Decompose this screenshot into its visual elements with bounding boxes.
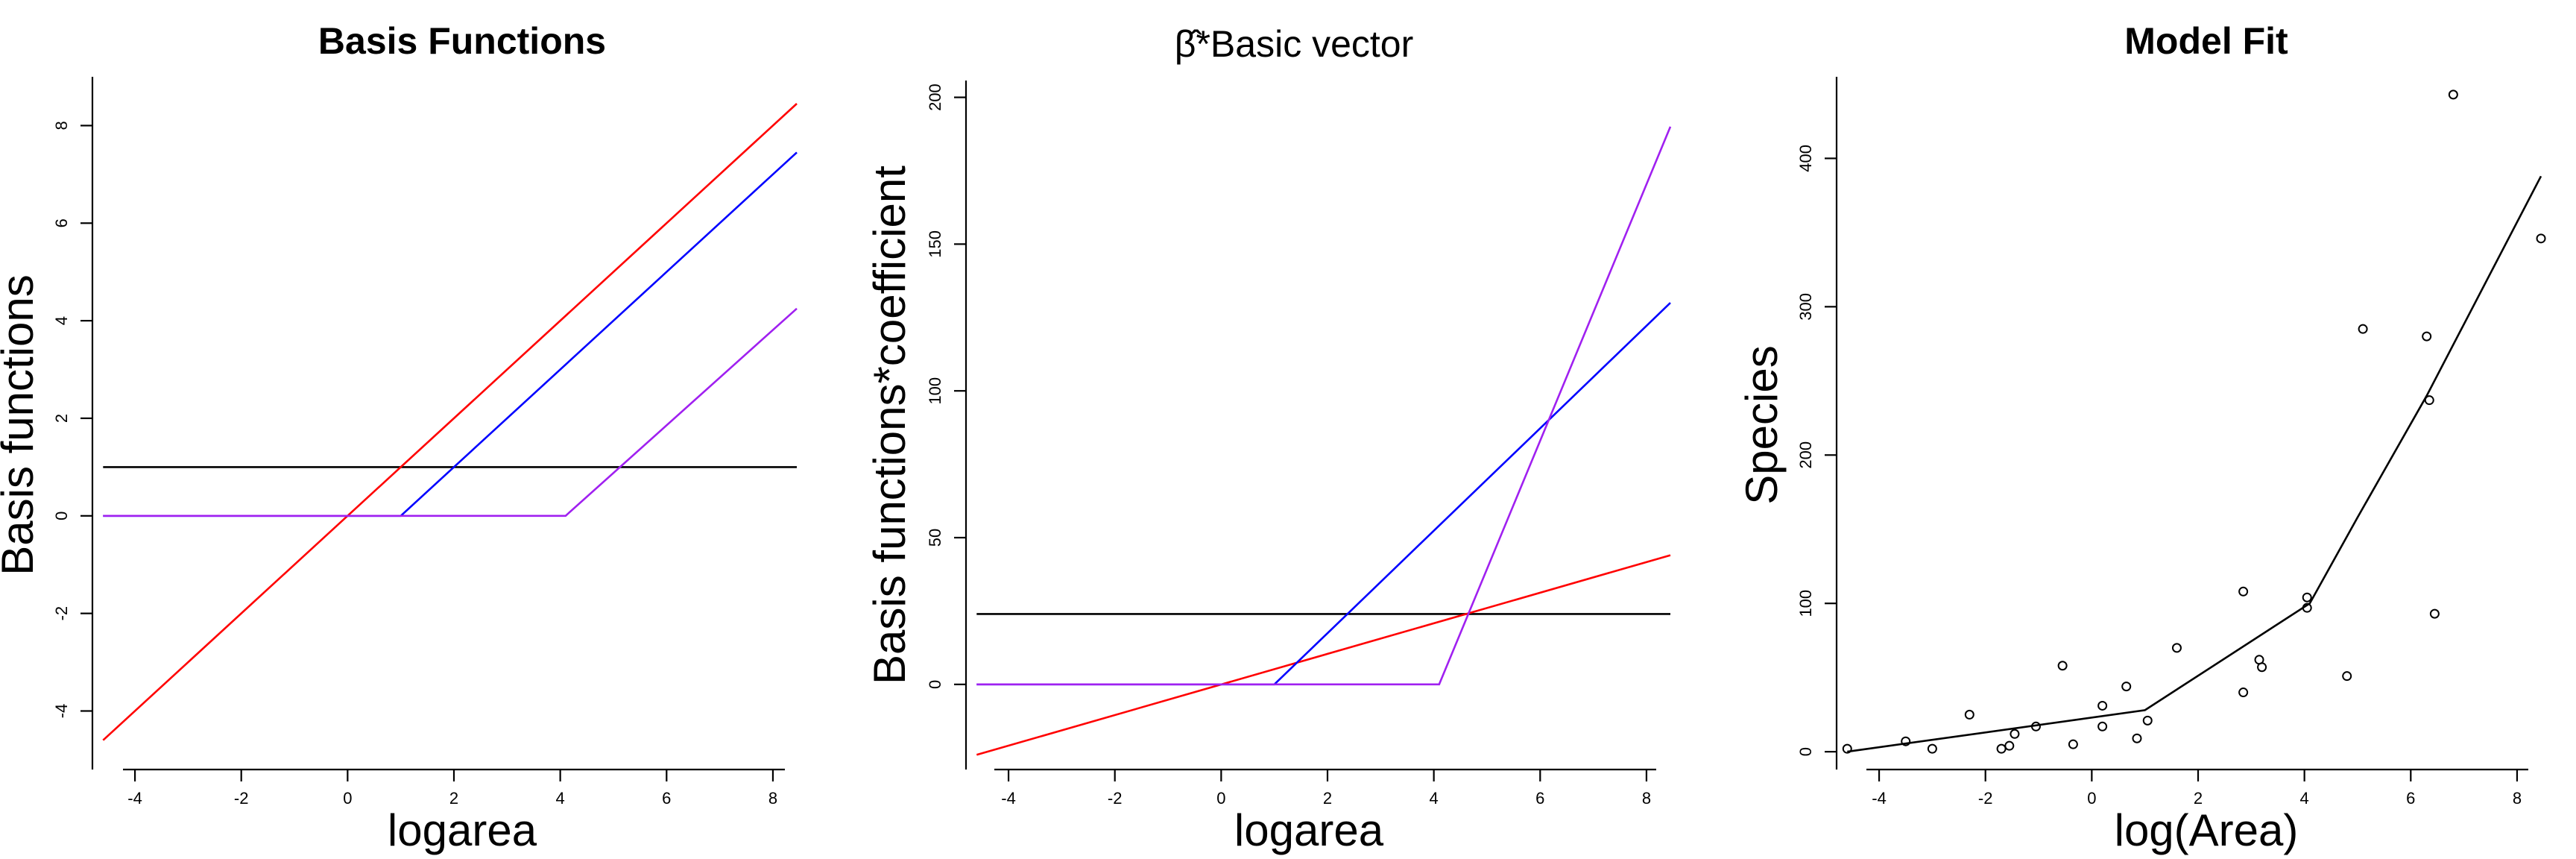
panel-3-x-tick-label-6: 8 bbox=[2513, 789, 2522, 808]
panel-1-x-tick-label-5: 6 bbox=[662, 789, 671, 808]
panel-2-y-tick-label-3: 150 bbox=[926, 230, 944, 258]
panel-2-y-tick-label-2: 100 bbox=[926, 377, 944, 405]
panel-1-x-tick-label-6: 8 bbox=[768, 789, 777, 808]
panel-1-x-axis-label: logarea bbox=[388, 805, 537, 855]
panel-3-x-tick-label-0: -4 bbox=[1872, 789, 1887, 808]
panel-2-x-tick-label-1: -2 bbox=[1108, 789, 1123, 808]
panel-2-ticks: -4 -2 0 2 4 6 8 0 50 100 150 200 bbox=[926, 84, 1651, 808]
panel-1-y-axis-label: Basis functions bbox=[0, 274, 42, 576]
panel-3-data-point-28 bbox=[2536, 233, 2546, 244]
panel-2-series-line-3 bbox=[976, 126, 1672, 686]
panel-1-x-tick-label-0: -4 bbox=[127, 789, 142, 808]
panel-3-data-point-10 bbox=[2097, 700, 2108, 711]
panel-3-data-point-11 bbox=[2097, 721, 2108, 731]
panel-2-x-axis-label: logarea bbox=[1234, 805, 1384, 855]
panel-1-y-tick-label-1: -2 bbox=[52, 606, 71, 621]
panel-2-x-tick-label-0: -4 bbox=[1001, 789, 1016, 808]
panel-3-y-axis-label: Species bbox=[1737, 345, 1787, 504]
panel-scaled-basis: β̂*Basic vector -4 -2 0 2 4 6 8 0 50 100 150 200 lo… bbox=[865, 23, 1672, 855]
panel-3-data-point-23 bbox=[2358, 324, 2368, 334]
panel-3-x-tick-label-4: 4 bbox=[2300, 789, 2309, 808]
panel-3-y-tick-label-2: 200 bbox=[1796, 441, 1815, 469]
panel-2-y-tick-label-4: 200 bbox=[926, 84, 944, 111]
panel-3-data-point-17 bbox=[2238, 687, 2249, 698]
panel-1-x-tick-label-1: -2 bbox=[234, 789, 249, 808]
panel-1-series bbox=[102, 103, 798, 741]
panel-1-y-tick-label-6: 8 bbox=[52, 121, 71, 130]
panel-3-ticks: -4 -2 0 2 4 6 8 0 100 200 300 400 bbox=[1796, 145, 2522, 808]
panel-1-series-line-3 bbox=[103, 307, 798, 517]
panel-3-data-point-0 bbox=[1842, 743, 1852, 754]
panel-3-data-point-12 bbox=[2121, 682, 2132, 692]
panel-3-data-point-14 bbox=[2142, 715, 2153, 726]
panel-3-data-point-13 bbox=[2132, 733, 2142, 743]
panel-2-title: β̂*Basic vector bbox=[1175, 23, 1414, 65]
panel-3-data-point-1 bbox=[1901, 736, 1911, 746]
panel-3-x-tick-label-2: 0 bbox=[2087, 789, 2096, 808]
panel-2-x-tick-label-4: 4 bbox=[1430, 789, 1439, 808]
panel-model-fit: Model Fit -4 -2 0 2 4 6 8 0 100 200 300 400 log(Are… bbox=[1737, 20, 2546, 855]
panel-2-series bbox=[976, 126, 1672, 756]
panel-basis-functions: Basis Functions -4 -2 0 2 4 6 8 -4 -2 0 2 4 6 8 logar… bbox=[0, 20, 798, 855]
panel-3-y-tick-label-4: 400 bbox=[1796, 145, 1815, 172]
panel-3-data-point-22 bbox=[2342, 671, 2352, 682]
panel-3-x-tick-label-3: 2 bbox=[2194, 789, 2203, 808]
panel-3-y-tick-label-3: 300 bbox=[1796, 293, 1815, 321]
panel-1-y-tick-label-3: 2 bbox=[52, 414, 71, 423]
panel-1-x-tick-label-3: 2 bbox=[449, 789, 458, 808]
panel-1-y-tick-label-2: 0 bbox=[52, 512, 71, 520]
panel-1-series-line-1 bbox=[102, 103, 798, 741]
panel-3-title: Model Fit bbox=[2124, 20, 2288, 62]
panel-3-y-tick-label-0: 0 bbox=[1796, 747, 1815, 756]
panel-1-y-tick-label-4: 4 bbox=[52, 316, 71, 325]
panel-2-x-tick-label-2: 0 bbox=[1216, 789, 1225, 808]
panel-2-series-line-1 bbox=[976, 554, 1671, 756]
panel-3-fit-line bbox=[1847, 175, 2542, 753]
panel-2-y-tick-label-1: 50 bbox=[926, 529, 944, 547]
panel-1-x-tick-label-2: 0 bbox=[343, 789, 352, 808]
panel-3-data-point-20 bbox=[2302, 592, 2312, 602]
panel-3-data-point-9 bbox=[2068, 739, 2078, 749]
panel-3-data-point-4 bbox=[1996, 743, 2007, 754]
panel-3-data-point-26 bbox=[2429, 608, 2440, 619]
panel-3-x-tick-label-1: -2 bbox=[1978, 789, 1993, 808]
panel-3-y-tick-label-1: 100 bbox=[1796, 590, 1815, 617]
panel-3-data-point-16 bbox=[2238, 586, 2249, 597]
panel-1-ticks: -4 -2 0 2 4 6 8 -4 -2 0 2 4 6 8 bbox=[52, 121, 777, 808]
panel-3-data-point-27 bbox=[2448, 89, 2458, 100]
panel-1-y-tick-label-5: 6 bbox=[52, 218, 71, 227]
panel-3-x-tick-label-5: 6 bbox=[2406, 789, 2415, 808]
panel-3-data-point-6 bbox=[2010, 729, 2020, 739]
panel-1-x-tick-label-4: 4 bbox=[556, 789, 565, 808]
panel-3-x-axis-label: log(Area) bbox=[2115, 805, 2299, 855]
panel-3-data-point-8 bbox=[2057, 661, 2068, 671]
panel-1-y-tick-label-0: -4 bbox=[52, 704, 71, 719]
panel-3-data-point-2 bbox=[1927, 743, 1937, 754]
panel-2-x-tick-label-3: 2 bbox=[1323, 789, 1332, 808]
panel-3-data-point-24 bbox=[2422, 331, 2432, 342]
panel-3-data-point-15 bbox=[2171, 643, 2182, 653]
panel-2-y-tick-label-0: 0 bbox=[926, 680, 944, 689]
panel-3-data-point-5 bbox=[2004, 740, 2015, 751]
panel-3-points bbox=[1842, 89, 2546, 754]
panel-1-title: Basis Functions bbox=[318, 20, 606, 62]
panel-2-x-tick-label-6: 8 bbox=[1642, 789, 1651, 808]
panel-3-data-point-3 bbox=[1964, 709, 1974, 720]
panel-2-y-axis-label: Basis functions*coefficient bbox=[865, 166, 915, 685]
panel-2-x-tick-label-5: 6 bbox=[1535, 789, 1544, 808]
panel-3-data-point-19 bbox=[2257, 662, 2267, 673]
